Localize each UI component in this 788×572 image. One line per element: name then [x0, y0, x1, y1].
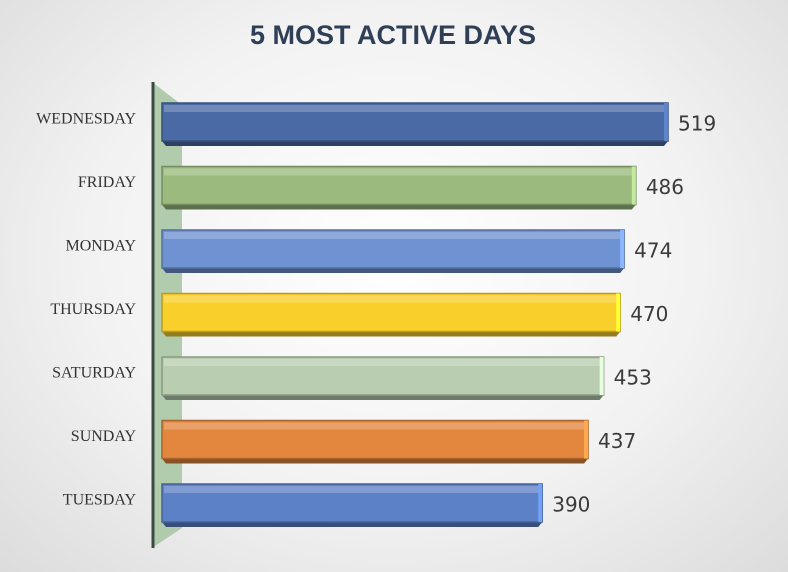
bar-group: MONDAY 474 [65, 229, 672, 273]
value-data-label: 453 [614, 366, 652, 390]
bars-group: WEDNESDAY 519 FRIDAY 486 MONDAY 474 THURSDAY 47… [36, 102, 716, 527]
bar-end-cap [616, 293, 621, 332]
category-tick-label: MONDAY [65, 238, 136, 255]
bar-depth [162, 268, 625, 273]
bar-depth [162, 204, 636, 210]
value-data-label: 390 [552, 493, 590, 517]
bar-end-cap [620, 230, 625, 268]
category-tick-label: FRIDAY [78, 174, 137, 191]
category-tick-label: THURSDAY [50, 301, 136, 318]
category-tick-label: WEDNESDAY [36, 111, 136, 128]
category-tick-label: TUESDAY [63, 492, 137, 509]
bar-group: SUNDAY 437 [71, 419, 636, 464]
bar-highlight [164, 232, 623, 239]
bar [161, 483, 543, 523]
bar-end-cap [599, 357, 604, 395]
bar-end-cap [631, 166, 636, 205]
bar-group: WEDNESDAY 519 [36, 102, 716, 146]
bar-highlight [164, 105, 666, 112]
bar [161, 229, 625, 269]
bar [161, 356, 605, 396]
value-data-label: 470 [630, 302, 668, 326]
bar-end-cap [664, 103, 668, 141]
bar [161, 292, 621, 333]
value-data-label: 474 [634, 239, 672, 263]
bar-highlight [164, 295, 619, 303]
bar-depth [162, 331, 621, 337]
value-data-label: 486 [646, 175, 684, 199]
bar [161, 419, 589, 460]
category-tick-label: SUNDAY [71, 428, 137, 445]
bar-group: TUESDAY 390 [63, 483, 590, 527]
bar-highlight [164, 359, 602, 366]
chart-title: 5 MOST ACTIVE DAYS [250, 20, 536, 50]
bar-end-cap [584, 420, 589, 459]
bar-depth [162, 522, 543, 527]
bar-highlight [164, 422, 587, 430]
value-data-label: 437 [598, 429, 636, 453]
bar-depth [162, 141, 668, 146]
bar-depth [162, 458, 589, 464]
bar [161, 102, 669, 142]
bar-highlight [164, 486, 541, 493]
category-tick-label: SATURDAY [52, 365, 136, 382]
value-data-label: 519 [678, 112, 716, 136]
bar-group: SATURDAY 453 [52, 356, 652, 400]
bar-group: FRIDAY 486 [78, 165, 684, 210]
bar-end-cap [538, 484, 543, 522]
bar-depth [162, 395, 604, 400]
bar-group: THURSDAY 470 [50, 292, 668, 337]
bar-highlight [164, 168, 634, 176]
